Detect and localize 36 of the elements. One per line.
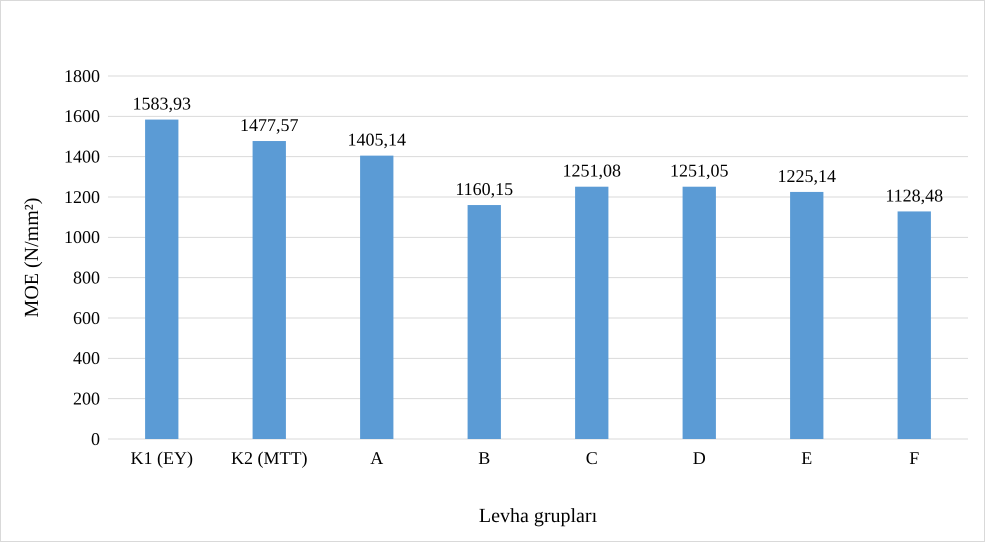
data-label: 1477,57	[240, 115, 298, 136]
data-label: 1160,15	[455, 179, 514, 200]
x-tick-label: D	[692, 448, 706, 468]
bar	[790, 192, 824, 439]
x-tick-label: K2 (MTT)	[231, 448, 308, 468]
y-tick-label: 1400	[64, 146, 100, 166]
data-label: 1251,05	[670, 160, 728, 181]
data-label: 1583,93	[132, 94, 191, 114]
bar	[360, 156, 394, 439]
y-tick-label: 1600	[64, 106, 100, 126]
bar	[252, 141, 286, 439]
x-axis-title: Levha grupları	[478, 505, 598, 527]
x-tick-label: F	[909, 448, 920, 468]
x-tick-label: K1 (EY)	[130, 448, 193, 468]
y-tick-label: 800	[73, 267, 100, 288]
y-tick-label: 1000	[64, 227, 100, 248]
bar	[468, 205, 501, 439]
x-tick-label: C	[586, 448, 598, 468]
data-label: 1128,48	[885, 185, 944, 206]
y-tick-label: 1200	[64, 186, 100, 207]
bar	[682, 186, 716, 439]
y-tick-label: 200	[73, 388, 100, 408]
x-tick-label: E	[801, 448, 812, 468]
data-label: 1225,14	[778, 166, 836, 186]
bar	[898, 211, 931, 439]
x-tick-label: B	[478, 448, 490, 468]
data-label: 1405,14	[348, 130, 406, 150]
y-axis-title: MOE (N/mm²)	[21, 198, 43, 318]
data-label: 1251,08	[562, 160, 621, 181]
y-tick-label: 400	[73, 348, 100, 368]
y-tick-label: 600	[73, 308, 100, 328]
bar	[145, 120, 178, 439]
y-tick-label: 1800	[64, 66, 100, 86]
x-tick-label: A	[370, 448, 384, 468]
y-tick-label: 0	[91, 428, 100, 449]
bar	[575, 186, 608, 439]
